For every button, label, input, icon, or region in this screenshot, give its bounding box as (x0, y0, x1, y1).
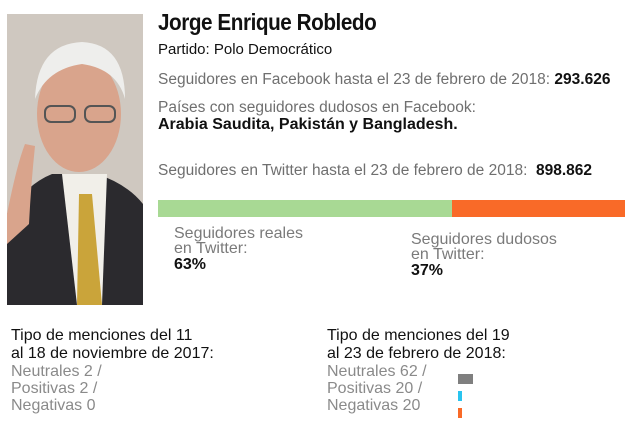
dubious-followers-segment (452, 200, 625, 217)
politician-name: Jorge Enrique Robledo (158, 9, 377, 35)
dubious-label-1: Seguidores dudosos (411, 231, 557, 248)
facebook-followers: Seguidores en Facebook hasta el 23 de fe… (158, 71, 610, 89)
real-followers-legend: Seguidores reales en Twitter: 63% (174, 226, 303, 274)
mentions-february: Tipo de menciones del 19 al 23 de febrer… (327, 327, 527, 418)
real-percent: 63% (174, 256, 207, 273)
mentions-nov-positive: Positivas 2 / (11, 380, 98, 397)
mentions-feb-title-2: al 23 de febrero de 2018: (327, 345, 506, 362)
mentions-feb-negative: Negativas 20 (327, 397, 421, 414)
mentions-november: Tipo de menciones del 11 al 18 de noviem… (11, 327, 214, 414)
mentions-nov-title-2: al 18 de noviembre de 2017: (11, 345, 214, 362)
mentions-nov-title-1: Tipo de menciones del 11 (11, 327, 193, 344)
neutral-swatch (458, 374, 473, 384)
mentions-feb-title-1: Tipo de menciones del 19 (327, 327, 510, 344)
twitter-label: Seguidores en Twitter hasta el 23 de feb… (158, 162, 528, 179)
mentions-feb-neutral: Neutrales 62 / (327, 363, 427, 380)
dubious-followers-legend: Seguidores dudosos en Twitter: 37% (411, 232, 557, 280)
real-label-2: en Twitter: (174, 240, 248, 257)
dubious-countries-label: Países con seguidores dudosos en Faceboo… (158, 99, 476, 116)
twitter-value: 898.862 (536, 162, 593, 179)
dubious-countries-value: Arabia Saudita, Pakistán y Bangladesh. (158, 116, 458, 133)
dubious-percent: 37% (411, 262, 444, 279)
real-label-1: Seguidores reales (174, 225, 303, 242)
twitter-split-bar (158, 200, 625, 217)
party: Partido: Polo Democrático (158, 41, 333, 58)
mentions-feb-positive: Positivas 20 / (327, 380, 423, 397)
real-followers-segment (158, 200, 453, 217)
twitter-followers: Seguidores en Twitter hasta el 23 de feb… (158, 162, 592, 180)
facebook-label: Seguidores en Facebook hasta el 23 de fe… (158, 71, 551, 88)
mentions-nov-negative: Negativas 0 (11, 397, 96, 414)
politician-photo (7, 14, 143, 305)
mentions-nov-neutral: Neutrales 2 / (11, 363, 102, 380)
negative-swatch (458, 408, 462, 418)
positive-swatch (458, 391, 462, 401)
dubious-label-2: en Twitter: (411, 246, 485, 263)
facebook-value: 293.626 (554, 71, 611, 88)
